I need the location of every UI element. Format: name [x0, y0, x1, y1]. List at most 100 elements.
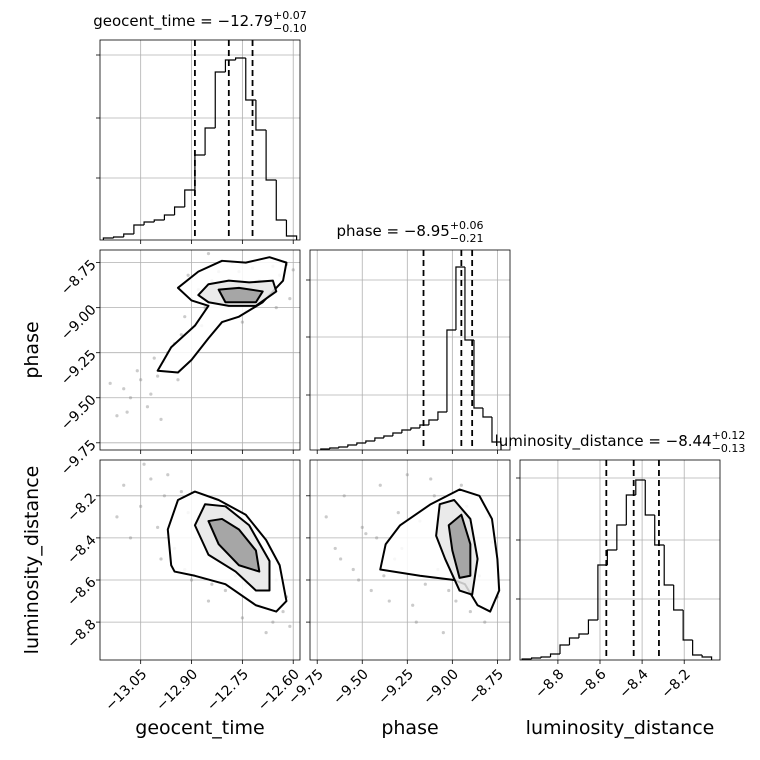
sample-point [128, 536, 133, 540]
sample-point [281, 609, 285, 614]
sample-point [375, 536, 379, 540]
histogram-bar [597, 564, 608, 620]
sample-point [179, 333, 183, 337]
histogram-bar [482, 408, 492, 418]
panel-title: geocent_time = −12.79+0.07 −0.10 [93, 9, 307, 35]
x-axis-label: geocent_time [135, 717, 264, 739]
title-main: phase = −8.95 [336, 222, 449, 240]
sample-point [189, 578, 194, 582]
histogram-bar [265, 130, 277, 181]
y-tick-label: −8.2 [64, 490, 99, 525]
panel: phase = −8.95+0.06 −0.21 [306, 219, 511, 454]
title-lower: −0.13 [712, 442, 746, 455]
y-tick-label: −9.00 [58, 302, 100, 344]
sample-point [459, 483, 463, 487]
sample-point [152, 356, 156, 360]
histogram-bar [540, 656, 551, 658]
histogram-bar [491, 417, 502, 450]
y-tick-label: −9.25 [58, 347, 100, 389]
axes-frame [309, 459, 511, 661]
histogram-bar [204, 127, 216, 155]
histogram-bar [578, 633, 589, 638]
x-tick-label: −13.05 [102, 666, 150, 714]
sample-point [115, 515, 119, 519]
histogram-bar [392, 432, 402, 436]
y-tick-label: −9.75 [58, 437, 100, 479]
histogram-bar [338, 446, 348, 448]
sample-point [206, 252, 211, 256]
sample-point [264, 631, 268, 635]
histogram-bar [446, 329, 456, 412]
sample-point [240, 320, 244, 324]
contour [207, 517, 261, 573]
title-upper: +0.12 [712, 429, 746, 442]
histogram-bar [663, 545, 674, 586]
sample-point [149, 477, 153, 481]
histogram-bar [682, 610, 693, 641]
sample-point [274, 306, 278, 310]
histogram-bar [285, 220, 298, 240]
histogram-bar [365, 440, 375, 443]
histogram-bar [473, 340, 483, 409]
x-tick-label: −9.00 [420, 666, 462, 708]
title-upper: +0.06 [450, 219, 484, 232]
sample-point [432, 494, 436, 498]
sample-point [351, 567, 355, 572]
axes-frame [309, 249, 511, 451]
histogram-bar [133, 224, 145, 234]
x-tick-label: −8.2 [659, 666, 694, 701]
histogram-bar [112, 236, 124, 238]
sample-point [288, 624, 292, 628]
sample-point [382, 574, 386, 578]
sample-point [183, 315, 187, 319]
histogram-bar [163, 214, 175, 220]
title-main: geocent_time = −12.79 [93, 12, 273, 31]
sample-point [429, 477, 433, 481]
panel: −8.75−9.00−9.25−9.50−9.75 phase [21, 249, 301, 479]
sample-point [149, 392, 153, 396]
sample-point [396, 511, 400, 515]
sample-point [128, 396, 133, 400]
sample-point [223, 588, 228, 593]
histogram-bar [549, 653, 560, 657]
histogram-bar [437, 411, 447, 420]
sample-point [454, 599, 458, 603]
histogram-bar [234, 57, 246, 60]
y-tick-label: −9.50 [58, 392, 100, 434]
panel: geocent_time = −12.79+0.07 −0.10 [93, 9, 307, 244]
sample-point [186, 273, 190, 277]
histogram-bar [245, 58, 256, 101]
title-lower: −0.10 [273, 22, 307, 35]
panel-title: phase = −8.95+0.06 −0.21 [336, 219, 483, 245]
histogram-bar [275, 180, 287, 221]
histogram-bar [153, 219, 165, 222]
sample-point [122, 483, 126, 487]
axes-frame [99, 459, 301, 661]
sample-point [135, 369, 139, 373]
sample-point [468, 609, 472, 614]
y-tick-label: −8.75 [58, 257, 100, 299]
sample-point [405, 473, 409, 477]
histogram-bar [530, 657, 542, 659]
histogram-bar [606, 549, 617, 565]
sample-point [378, 483, 382, 487]
axes-frame [519, 459, 721, 661]
histogram-bar [329, 447, 339, 449]
histogram-bar [383, 435, 393, 438]
histogram-bar [644, 480, 655, 516]
sample-point [210, 582, 214, 586]
histogram-bar [374, 437, 384, 441]
sample-point [179, 489, 183, 494]
sample-point [159, 417, 163, 421]
axes-frame [99, 249, 301, 451]
histogram-bar [214, 71, 226, 128]
sample-point [423, 582, 427, 586]
sample-point [483, 620, 487, 624]
histogram-bar [625, 494, 636, 525]
sample-point [108, 381, 112, 385]
y-axis-label: luminosity_distance [21, 466, 43, 655]
x-tick-label: −9.25 [375, 666, 417, 708]
histogram-bar [184, 189, 195, 207]
